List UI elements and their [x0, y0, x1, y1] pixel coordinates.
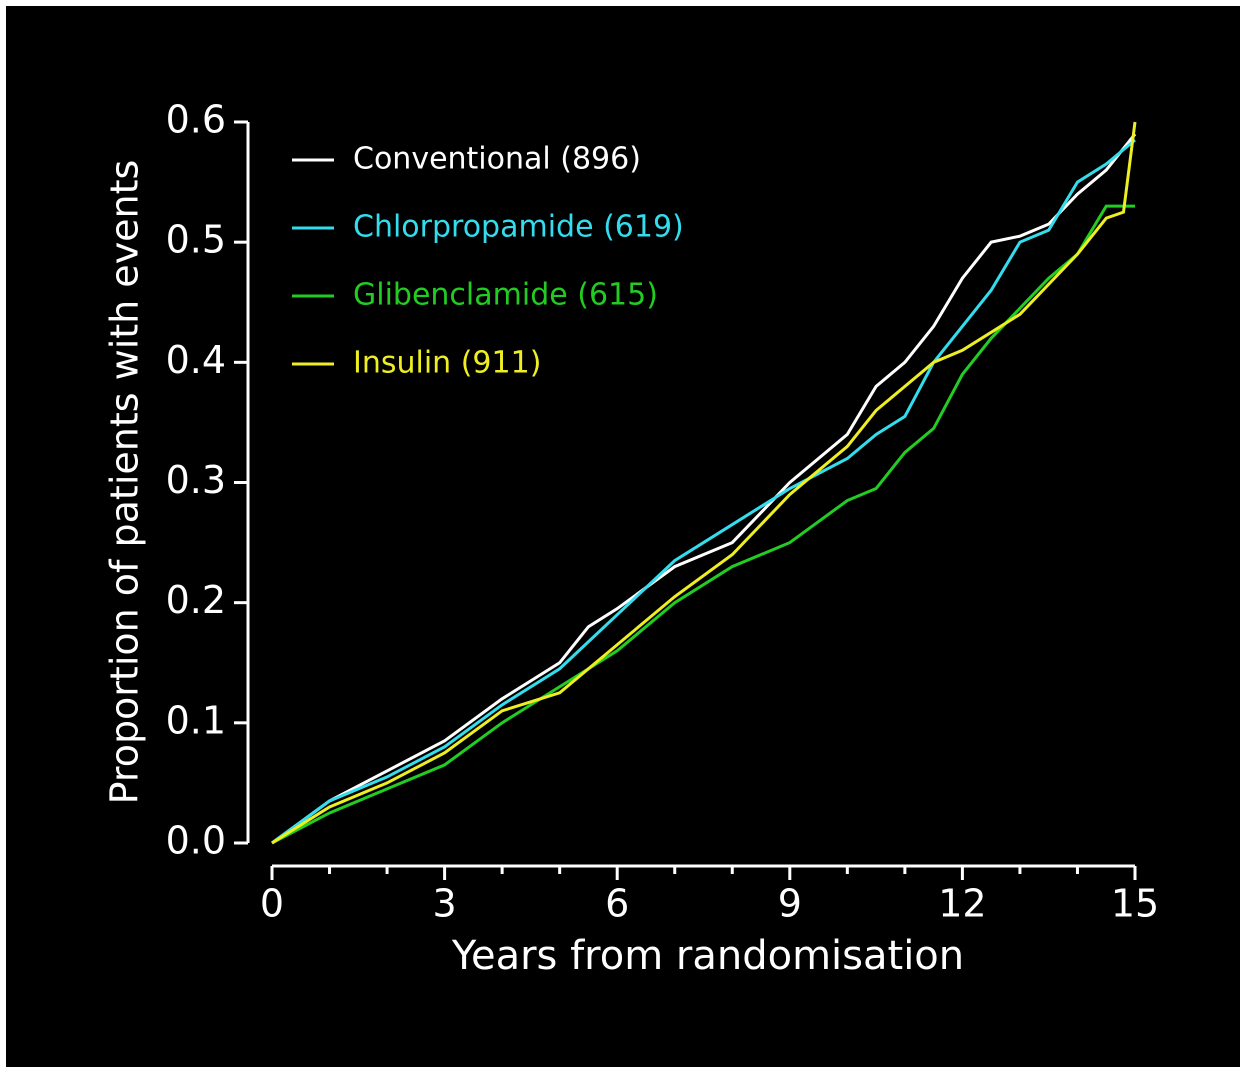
- legend-label: Glibenclamide (615): [353, 278, 658, 313]
- x-tick-label: 0: [260, 882, 284, 926]
- series-line: [271, 121, 1137, 845]
- x-axis-title: Years from randomisation: [451, 933, 964, 979]
- y-tick-label: 0.1: [166, 698, 226, 742]
- x-tick-label: 3: [433, 882, 457, 926]
- y-tick-label: 0.3: [166, 458, 226, 502]
- x-tick-label: 15: [1111, 882, 1159, 926]
- legend-label: Insulin (911): [353, 346, 541, 381]
- legend-label: Conventional (896): [353, 142, 641, 177]
- series-line: [271, 204, 1135, 845]
- y-tick-label: 0.2: [166, 578, 226, 622]
- y-tick-label: 0.4: [166, 338, 226, 382]
- series-line: [271, 133, 1137, 845]
- x-tick-label: 6: [605, 882, 629, 926]
- x-tick-label: 12: [938, 882, 986, 926]
- x-tick-label: 9: [778, 882, 802, 926]
- series-line: [271, 138, 1136, 845]
- y-tick-label: 0.5: [166, 218, 226, 262]
- y-axis-title: Proportion of patients with events: [103, 160, 147, 805]
- legend-label: Chlorpropamide (619): [353, 210, 684, 245]
- background: [6, 6, 1240, 1067]
- y-tick-label: 0.6: [166, 98, 226, 142]
- y-tick-label: 0.0: [166, 819, 226, 863]
